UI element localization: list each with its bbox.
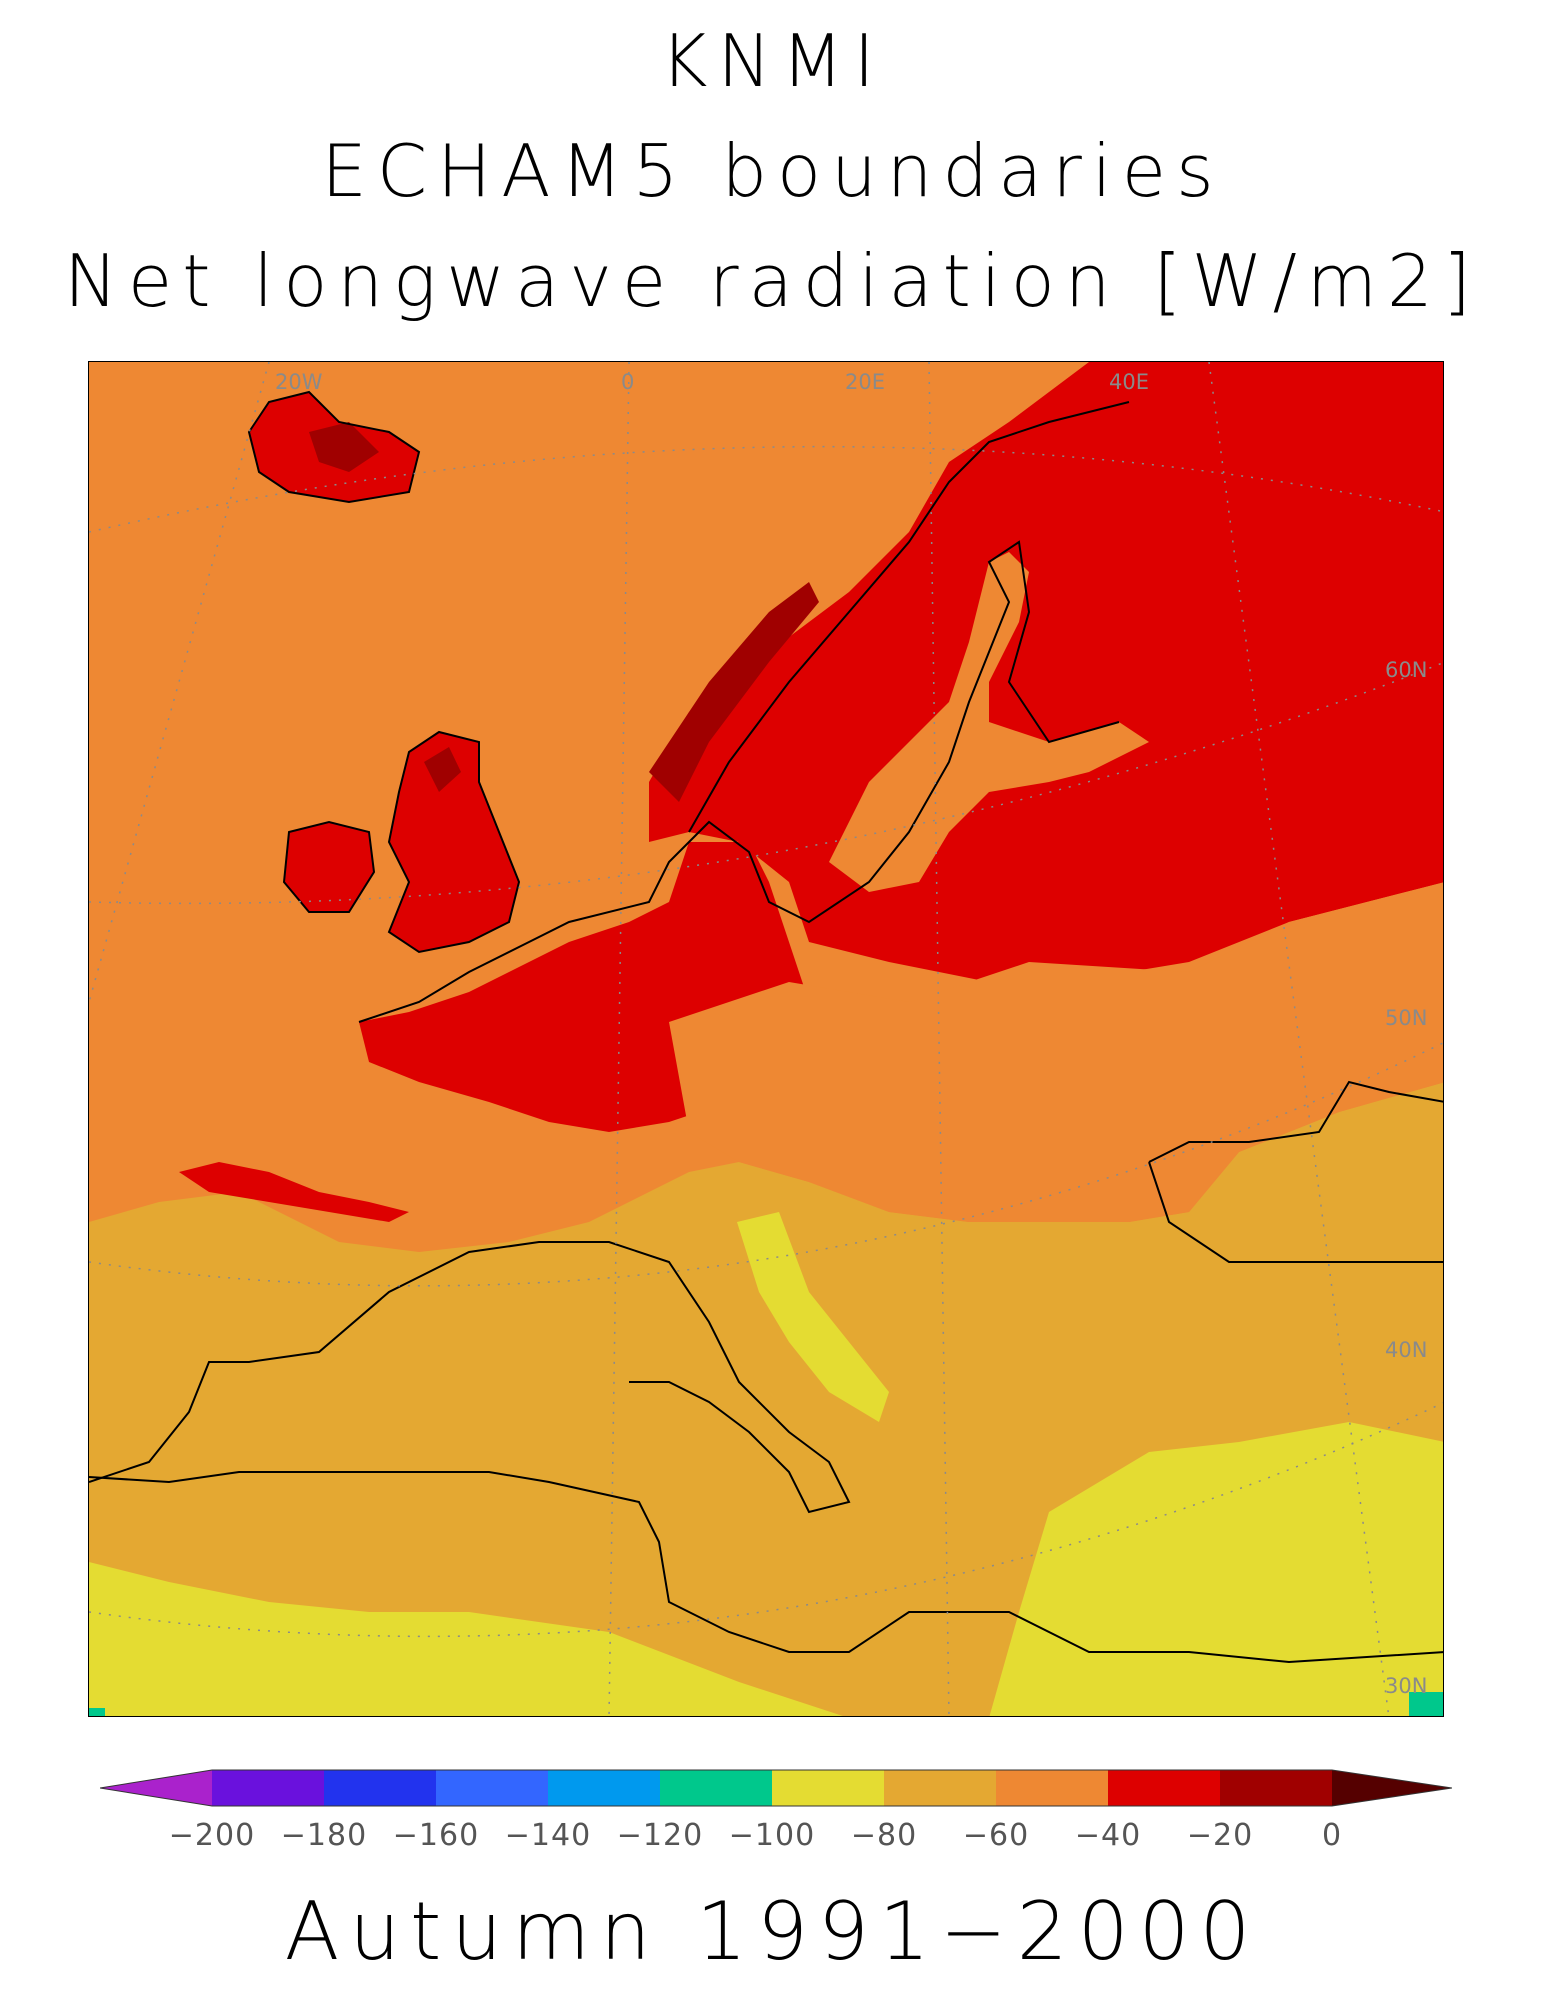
colorbar-tick: −180	[280, 1818, 368, 1853]
colorbar-tick: −40	[1074, 1818, 1142, 1853]
colorbar-arrow-left	[100, 1770, 212, 1806]
colorbar-tick: −20	[1186, 1818, 1254, 1853]
colorbar	[100, 1769, 1452, 1807]
period-label: Autumn 1991−2000	[284, 1885, 1261, 1978]
peak-iceland	[309, 422, 379, 472]
colorbar-outline	[100, 1769, 1452, 1807]
colorbar-cell-6	[772, 1770, 884, 1806]
grid-label-30n: 30N	[1385, 1674, 1428, 1698]
land-uk	[389, 732, 519, 952]
land-ireland	[284, 822, 374, 912]
land-east-band	[669, 882, 1443, 1222]
coastline-black-sea	[1148, 1080, 1443, 1263]
band-south	[89, 1562, 843, 1716]
grid-label-50n: 50N	[1385, 1006, 1428, 1030]
map-title-line-1: KNMI	[660, 19, 885, 103]
colorbar-cell-10	[1220, 1770, 1332, 1806]
grid-label-20w: 20W	[275, 370, 323, 394]
coastline-africa	[89, 1471, 1443, 1664]
baltic-sea	[829, 552, 1149, 892]
coastline-iceland	[247, 390, 421, 504]
map-title-line-2: ECHAM5 boundaries	[321, 129, 1224, 213]
peak-scotland	[424, 747, 461, 792]
colorbar-cell-8	[996, 1770, 1108, 1806]
colorbar-cell-4	[548, 1770, 660, 1806]
map-title-line-3: Net longwave radiation [W/m2]	[64, 239, 1481, 323]
colorbar-tick: −200	[168, 1818, 256, 1853]
coastline-mediterranean	[89, 1241, 851, 1514]
colorbar-tick: −160	[392, 1818, 480, 1853]
colorbar-tick: 0	[1321, 1818, 1343, 1853]
colorbar-cell-5	[660, 1770, 772, 1806]
colorbar-tick: −60	[962, 1818, 1030, 1853]
coastline-uk	[387, 730, 521, 954]
colorbar-tick: −120	[616, 1818, 704, 1853]
colorbar-tick: −100	[728, 1818, 816, 1853]
colorbar-cell-3	[436, 1770, 548, 1806]
colorbar-tick: −80	[850, 1818, 918, 1853]
colorbar-cell-7	[884, 1770, 996, 1806]
colorbar-cell-2	[324, 1770, 436, 1806]
coastline-north	[358, 401, 1130, 1023]
colorbar-arrow-right	[1332, 1770, 1452, 1806]
grid-label-60n: 60N	[1385, 658, 1428, 682]
colorbar-cell-9	[1108, 1770, 1220, 1806]
grid-label-40n: 40N	[1385, 1338, 1428, 1362]
map-canvas	[89, 362, 1443, 1716]
italy-yellow	[737, 1212, 889, 1422]
band-south-east	[989, 1422, 1443, 1716]
graticule	[89, 362, 1443, 1716]
iberia-strip	[179, 1162, 409, 1222]
colorbar-cell-1	[212, 1770, 324, 1806]
europe-map: 20W 0 20E 40E 60N 50N 40N 30N	[88, 361, 1444, 1717]
colorbar-tick: −140	[504, 1818, 592, 1853]
peak-norway	[649, 582, 819, 802]
grid-label-0: 0	[621, 370, 635, 394]
teal-patch-ne	[1409, 1692, 1443, 1716]
grid-label-20e: 20E	[845, 370, 885, 394]
teal-patch-sw	[89, 1708, 105, 1716]
coastline-ireland	[282, 820, 376, 913]
grid-label-40e: 40E	[1109, 370, 1149, 394]
